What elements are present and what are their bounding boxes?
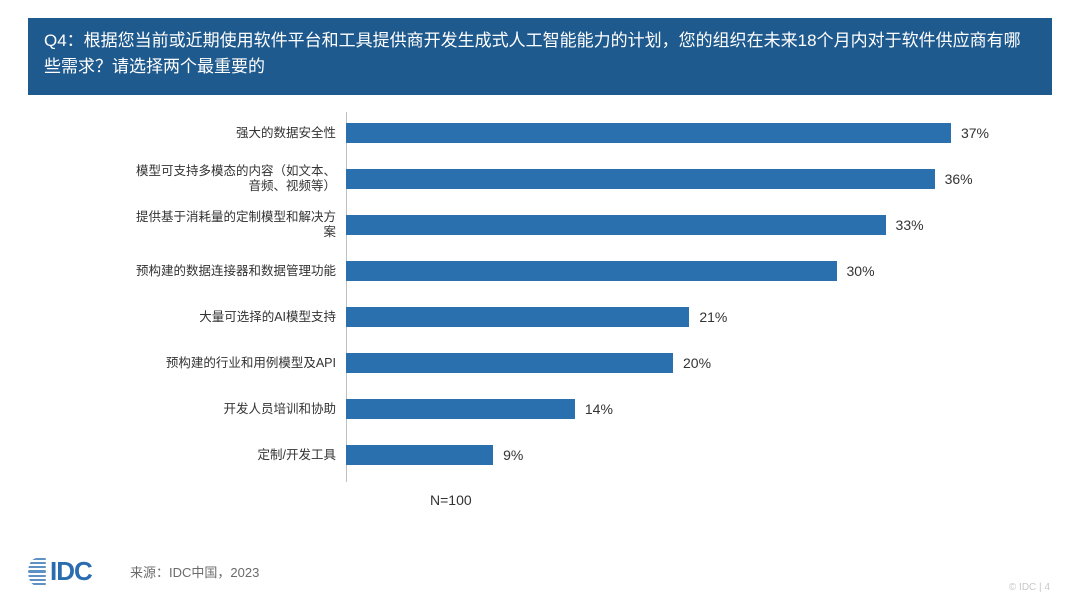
chart-row: 预构建的行业和用例模型及API 20% bbox=[130, 340, 1000, 386]
logo-text: IDC bbox=[50, 556, 92, 587]
category-label: 大量可选择的AI模型支持 bbox=[130, 310, 346, 325]
header-band: Q4：根据您当前或近期使用软件平台和工具提供商开发生成式人工智能能力的计划，您的… bbox=[28, 18, 1052, 95]
logo-stripes-icon bbox=[28, 558, 46, 586]
bar-chart: 强大的数据安全性 37% 模型可支持多模态的内容（如文本、音频、视频等） 36% 提供基… bbox=[130, 110, 1000, 500]
value-label: 9% bbox=[503, 447, 523, 463]
category-label: 预构建的数据连接器和数据管理功能 bbox=[130, 264, 346, 279]
copyright-text: © IDC bbox=[1009, 582, 1036, 593]
category-label: 模型可支持多模态的内容（如文本、音频、视频等） bbox=[130, 164, 346, 194]
category-label: 预构建的行业和用例模型及API bbox=[130, 356, 346, 371]
bar bbox=[346, 123, 951, 143]
footer-right: © IDC | 4 bbox=[1009, 582, 1050, 593]
idc-logo: IDC bbox=[28, 556, 92, 587]
bar bbox=[346, 215, 886, 235]
bar-track: 14% bbox=[346, 398, 1000, 420]
chart-row: 预构建的数据连接器和数据管理功能 30% bbox=[130, 248, 1000, 294]
bar-track: 37% bbox=[346, 122, 1000, 144]
bar bbox=[346, 399, 575, 419]
bar-track: 21% bbox=[346, 306, 1000, 328]
chart-row: 模型可支持多模态的内容（如文本、音频、视频等） 36% bbox=[130, 156, 1000, 202]
category-label: 定制/开发工具 bbox=[130, 448, 346, 463]
source-label: 来源：IDC中国，2023 bbox=[130, 562, 259, 581]
value-label: 36% bbox=[945, 171, 973, 187]
bar-track: 20% bbox=[346, 352, 1000, 374]
bar-track: 36% bbox=[346, 168, 1000, 190]
bar-track: 33% bbox=[346, 214, 1000, 236]
slide: Q4：根据您当前或近期使用软件平台和工具提供商开发生成式人工智能能力的计划，您的… bbox=[0, 0, 1080, 607]
category-label: 开发人员培训和协助 bbox=[130, 402, 346, 417]
chart-row: 定制/开发工具 9% bbox=[130, 432, 1000, 478]
sample-size-label: N=100 bbox=[430, 492, 472, 508]
value-label: 20% bbox=[683, 355, 711, 371]
value-label: 21% bbox=[699, 309, 727, 325]
category-label: 提供基于消耗量的定制模型和解决方案 bbox=[130, 210, 346, 240]
chart-row: 开发人员培训和协助 14% bbox=[130, 386, 1000, 432]
bar bbox=[346, 353, 673, 373]
category-label: 强大的数据安全性 bbox=[130, 126, 346, 141]
chart-row: 强大的数据安全性 37% bbox=[130, 110, 1000, 156]
value-label: 33% bbox=[896, 217, 924, 233]
value-label: 37% bbox=[961, 125, 989, 141]
bar bbox=[346, 445, 493, 465]
value-label: 30% bbox=[847, 263, 875, 279]
value-label: 14% bbox=[585, 401, 613, 417]
bar bbox=[346, 261, 837, 281]
chart-row: 大量可选择的AI模型支持 21% bbox=[130, 294, 1000, 340]
bar bbox=[346, 307, 689, 327]
bar bbox=[346, 169, 935, 189]
question-title: Q4：根据您当前或近期使用软件平台和工具提供商开发生成式人工智能能力的计划，您的… bbox=[44, 28, 1036, 81]
bar-track: 30% bbox=[346, 260, 1000, 282]
bar-track: 9% bbox=[346, 444, 1000, 466]
page-number: 4 bbox=[1044, 582, 1050, 593]
chart-row: 提供基于消耗量的定制模型和解决方案 33% bbox=[130, 202, 1000, 248]
